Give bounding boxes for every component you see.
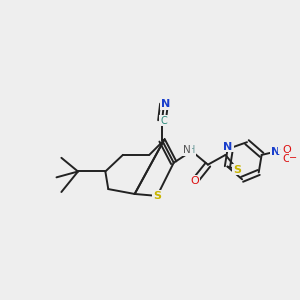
- Text: H: H: [188, 146, 196, 155]
- Text: +: +: [279, 145, 286, 154]
- Text: O: O: [282, 154, 291, 164]
- Text: O: O: [190, 176, 199, 186]
- Text: N: N: [161, 99, 170, 109]
- Text: N: N: [183, 145, 191, 155]
- Text: S: S: [153, 191, 161, 201]
- Text: N: N: [271, 147, 280, 157]
- Text: −: −: [289, 153, 298, 163]
- Text: C: C: [160, 116, 167, 126]
- Text: O: O: [282, 145, 291, 154]
- Text: S: S: [233, 164, 241, 175]
- Text: N: N: [224, 142, 233, 152]
